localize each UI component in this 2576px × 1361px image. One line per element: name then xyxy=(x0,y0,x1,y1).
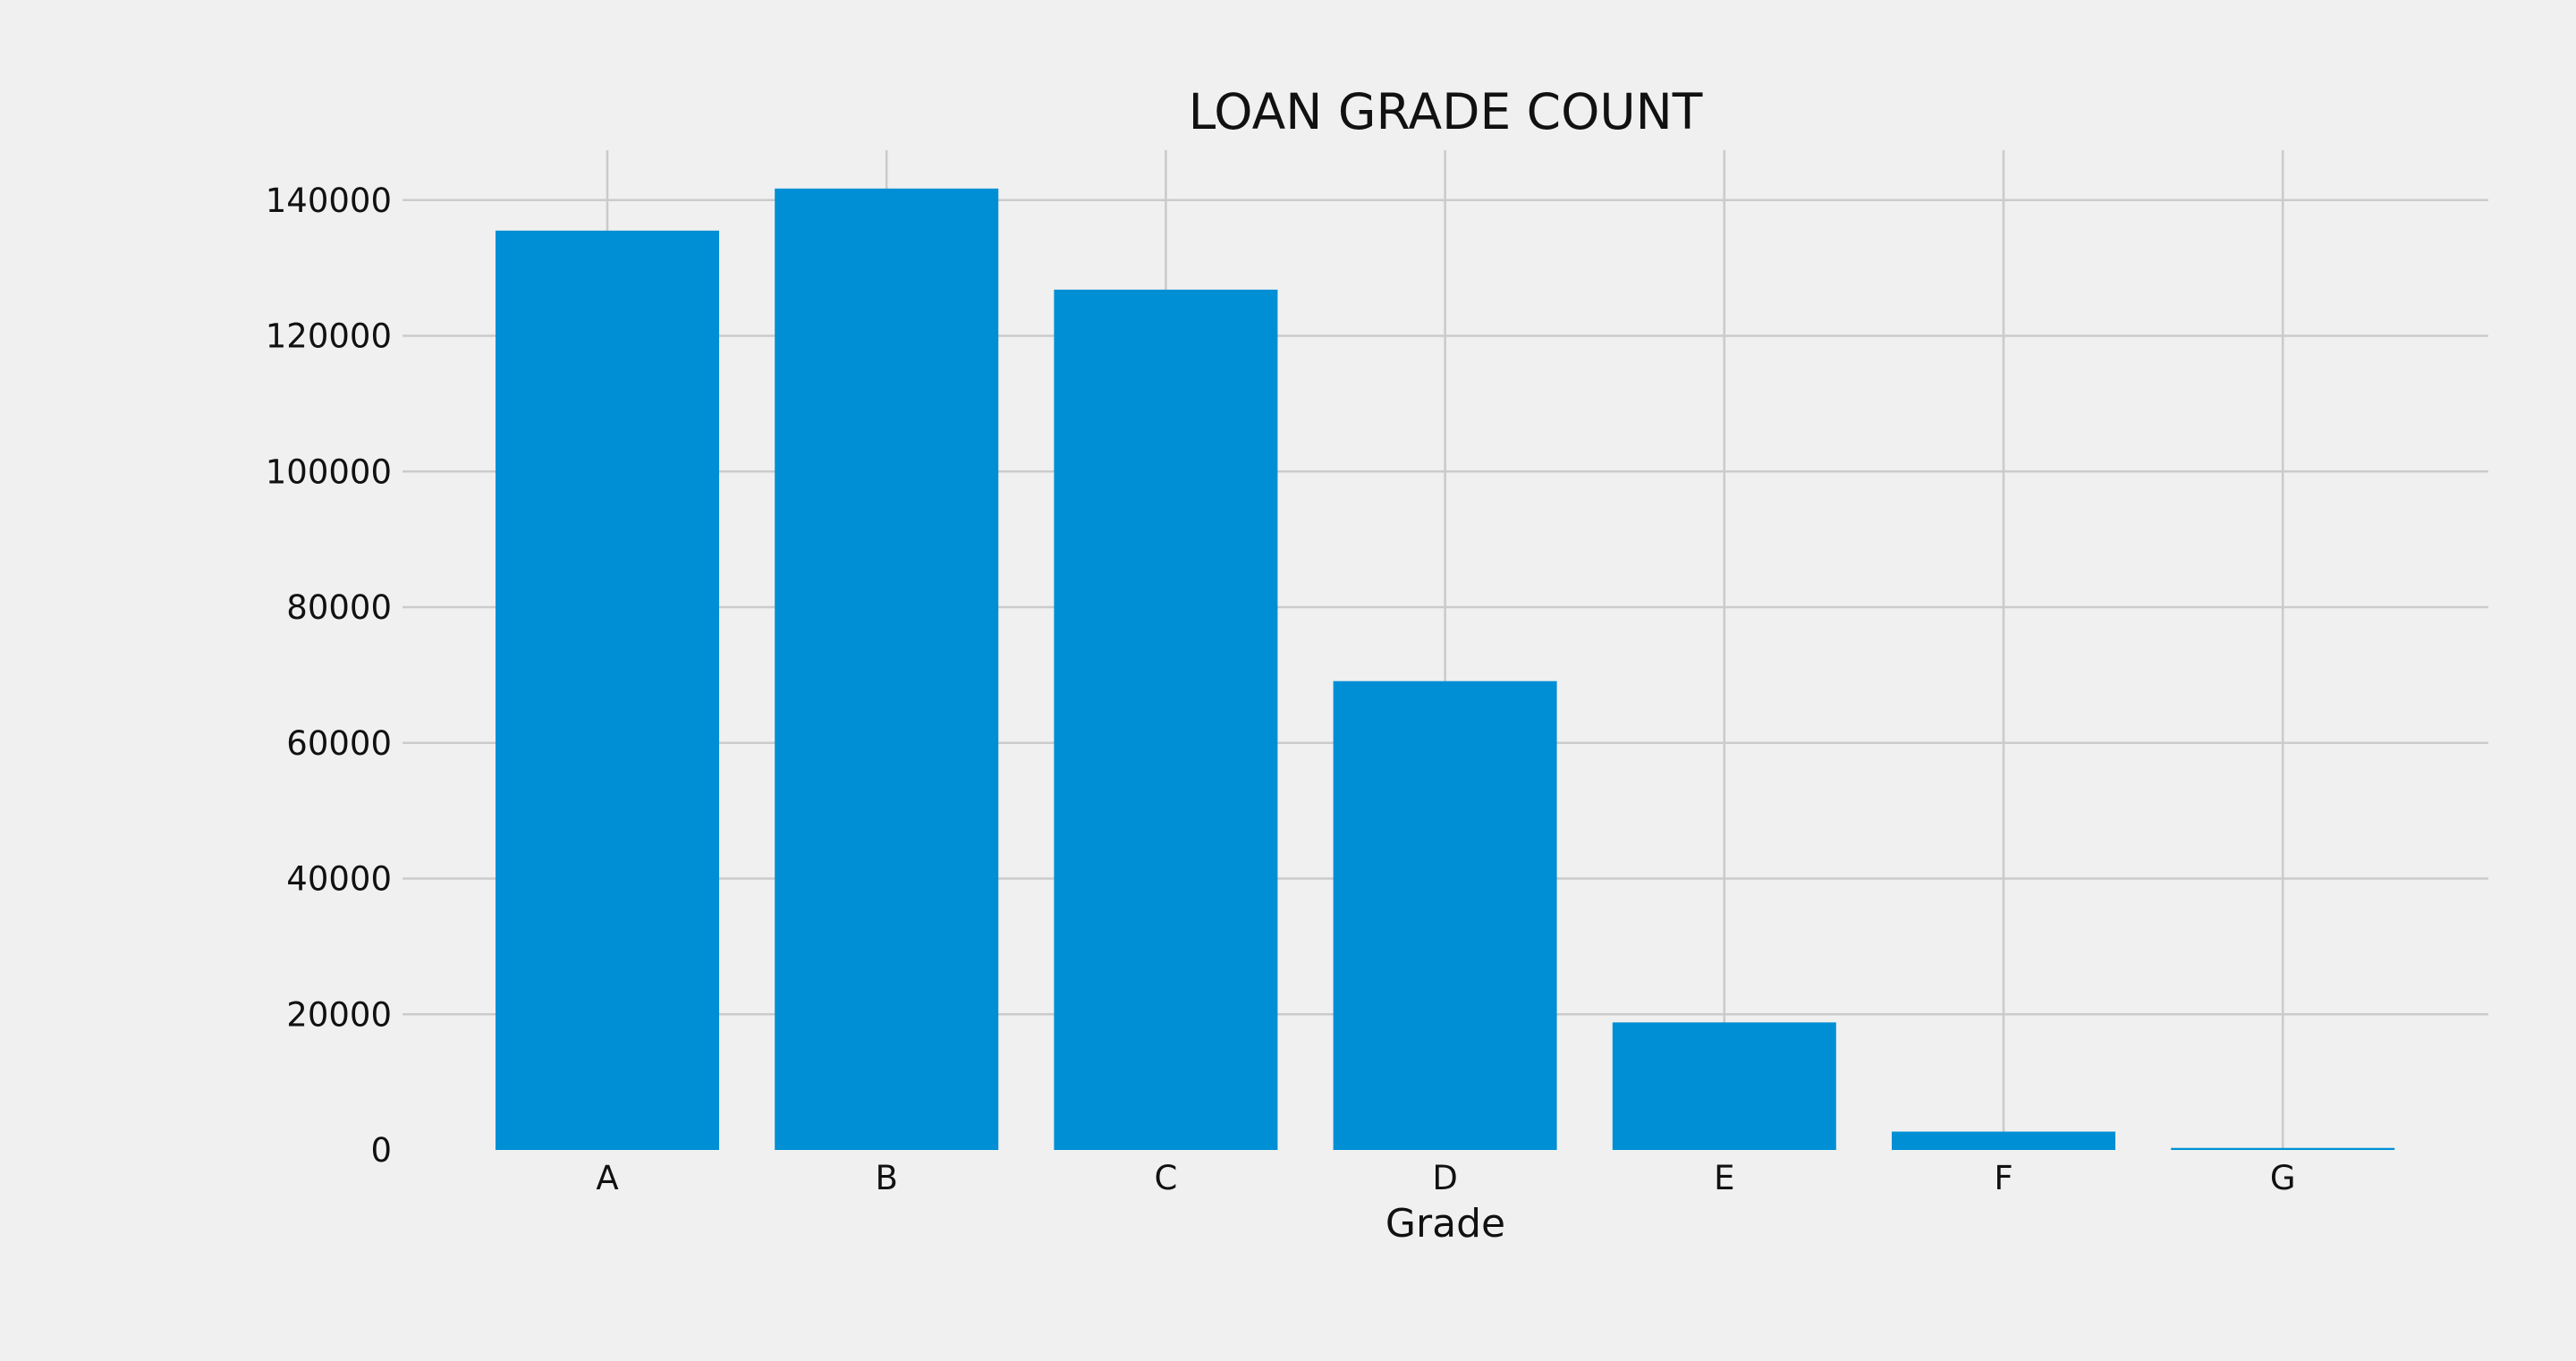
bar-b xyxy=(775,188,999,1150)
bar-f xyxy=(1892,1131,2115,1150)
y-tick-label: 140000 xyxy=(266,182,392,220)
y-tick-label: 20000 xyxy=(286,995,392,1034)
x-tick-label: B xyxy=(876,1159,898,1197)
bar-g xyxy=(2171,1147,2395,1150)
y-tick-label: 80000 xyxy=(286,588,392,627)
x-tick-label: E xyxy=(1714,1159,1734,1197)
y-tick-labels: 0 20000 40000 60000 80000 100000 120000 140000 xyxy=(266,182,392,1170)
x-tick-label: D xyxy=(1432,1159,1458,1197)
x-tick-label: F xyxy=(1994,1159,2012,1197)
y-tick-label: 120000 xyxy=(266,317,392,356)
bar-a xyxy=(496,230,719,1150)
bar-c xyxy=(1054,289,1278,1150)
bar-e xyxy=(1612,1022,1836,1150)
bar-d xyxy=(1333,680,1557,1150)
y-tick-label: 0 xyxy=(370,1131,392,1170)
y-tick-label: 100000 xyxy=(266,452,392,491)
x-tick-labels: A B C D E F G xyxy=(596,1159,2295,1197)
x-tick-label: C xyxy=(1154,1159,1177,1197)
x-tick-label: A xyxy=(596,1159,618,1197)
bars xyxy=(496,188,2395,1150)
x-axis-label: Grade xyxy=(1385,1201,1505,1247)
y-tick-label: 60000 xyxy=(286,724,392,763)
grid-lines xyxy=(402,150,2488,1150)
y-tick-label: 40000 xyxy=(286,860,392,899)
x-tick-label: G xyxy=(2270,1159,2296,1197)
chart-title: LOAN GRADE COUNT xyxy=(1189,83,1703,140)
